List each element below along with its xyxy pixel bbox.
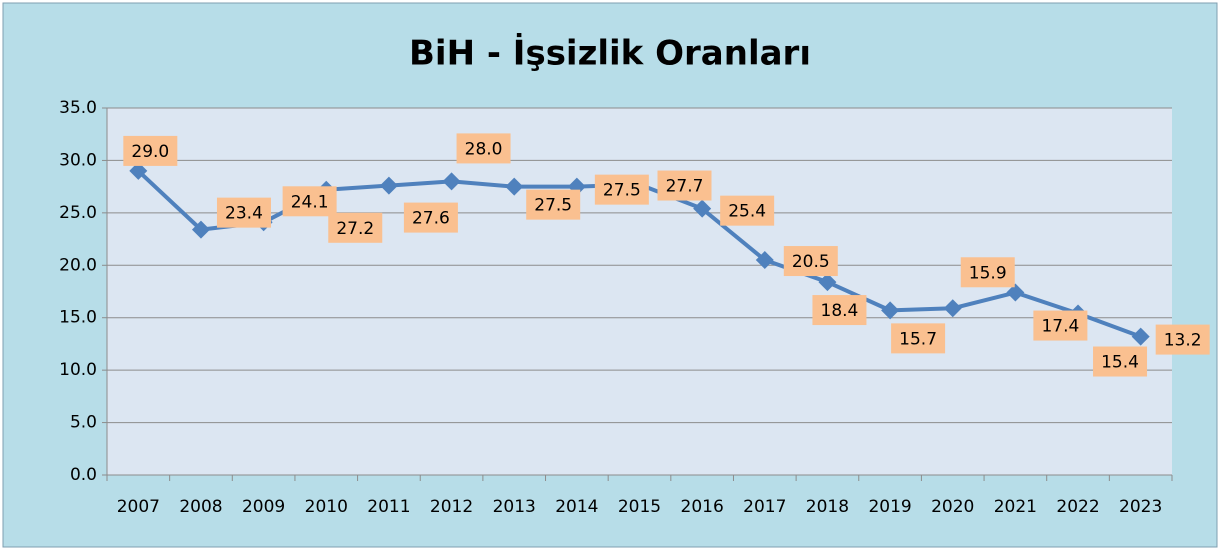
data-label-box [1033, 310, 1088, 341]
point-marker [943, 299, 962, 318]
data-label: 13.2 [1164, 331, 1202, 351]
point-marker [1131, 327, 1150, 346]
x-tick-label: 2015 [618, 497, 661, 517]
point-marker [881, 301, 900, 320]
point-marker [755, 251, 774, 270]
data-label-box [783, 246, 838, 277]
data-label: 27.7 [666, 177, 704, 197]
point-marker [1006, 283, 1025, 302]
x-tick-label: 2023 [1119, 497, 1162, 517]
x-tick-label: 2016 [681, 497, 724, 517]
x-tick-label: 2022 [1056, 497, 1099, 517]
y-tick-label: 30.0 [59, 150, 97, 170]
x-tick-label: 2017 [743, 497, 786, 517]
data-label: 15.7 [899, 329, 937, 349]
data-label-box [216, 197, 271, 228]
data-label-box [657, 170, 712, 201]
x-tick-label: 2010 [305, 497, 348, 517]
chart-title: BiH - İşsizlik Oranları [409, 33, 811, 74]
x-tick-label: 2018 [806, 497, 849, 517]
data-label-box [526, 189, 581, 220]
x-tick-label: 2013 [493, 497, 536, 517]
data-label: 24.1 [291, 192, 329, 212]
data-label: 27.5 [603, 181, 641, 201]
data-label-box [1155, 324, 1210, 355]
data-label-box [891, 323, 946, 354]
data-label: 25.4 [728, 202, 766, 222]
data-label: 17.4 [1041, 317, 1079, 337]
data-label: 15.4 [1101, 353, 1139, 373]
data-label: 15.9 [969, 263, 1007, 283]
data-label-box [812, 295, 867, 326]
x-tick-label: 2019 [868, 497, 911, 517]
data-label: 23.4 [225, 204, 263, 224]
y-tick-label: 0.0 [70, 465, 97, 485]
point-marker [442, 172, 461, 191]
data-label: 29.0 [131, 142, 169, 162]
x-tick-label: 2009 [242, 497, 285, 517]
data-label: 27.2 [336, 219, 374, 239]
data-label: 27.6 [412, 209, 450, 229]
data-label: 18.4 [821, 301, 859, 321]
x-tick-label: 2011 [367, 497, 410, 517]
point-marker [379, 176, 398, 195]
y-tick-label: 10.0 [59, 360, 97, 380]
point-marker [129, 161, 148, 180]
point-marker [693, 199, 712, 218]
data-label-box [328, 212, 383, 243]
data-label-box [720, 195, 775, 226]
point-marker [505, 177, 524, 196]
y-tick-label: 35.0 [59, 98, 97, 118]
x-tick-label: 2012 [430, 497, 473, 517]
point-marker [818, 273, 837, 292]
x-tick-label: 2007 [117, 497, 160, 517]
y-tick-label: 25.0 [59, 203, 97, 223]
data-label-box [282, 186, 337, 217]
point-marker [191, 220, 210, 239]
data-label-box [123, 135, 178, 166]
y-tick-label: 15.0 [59, 308, 97, 328]
data-label-box [594, 174, 649, 205]
y-tick-label: 5.0 [70, 413, 97, 433]
plot-area [107, 108, 1172, 475]
x-tick-label: 2021 [994, 497, 1037, 517]
data-label: 28.0 [465, 139, 503, 159]
data-label-box [960, 257, 1015, 288]
y-tick-label: 20.0 [59, 255, 97, 275]
data-label-box [456, 133, 511, 164]
x-tick-label: 2020 [931, 497, 974, 517]
x-tick-label: 2014 [555, 497, 598, 517]
data-label: 27.5 [534, 196, 572, 216]
data-label-box [1093, 346, 1148, 377]
data-label: 20.5 [792, 252, 830, 272]
data-label-box [403, 202, 458, 233]
x-tick-label: 2008 [179, 497, 222, 517]
